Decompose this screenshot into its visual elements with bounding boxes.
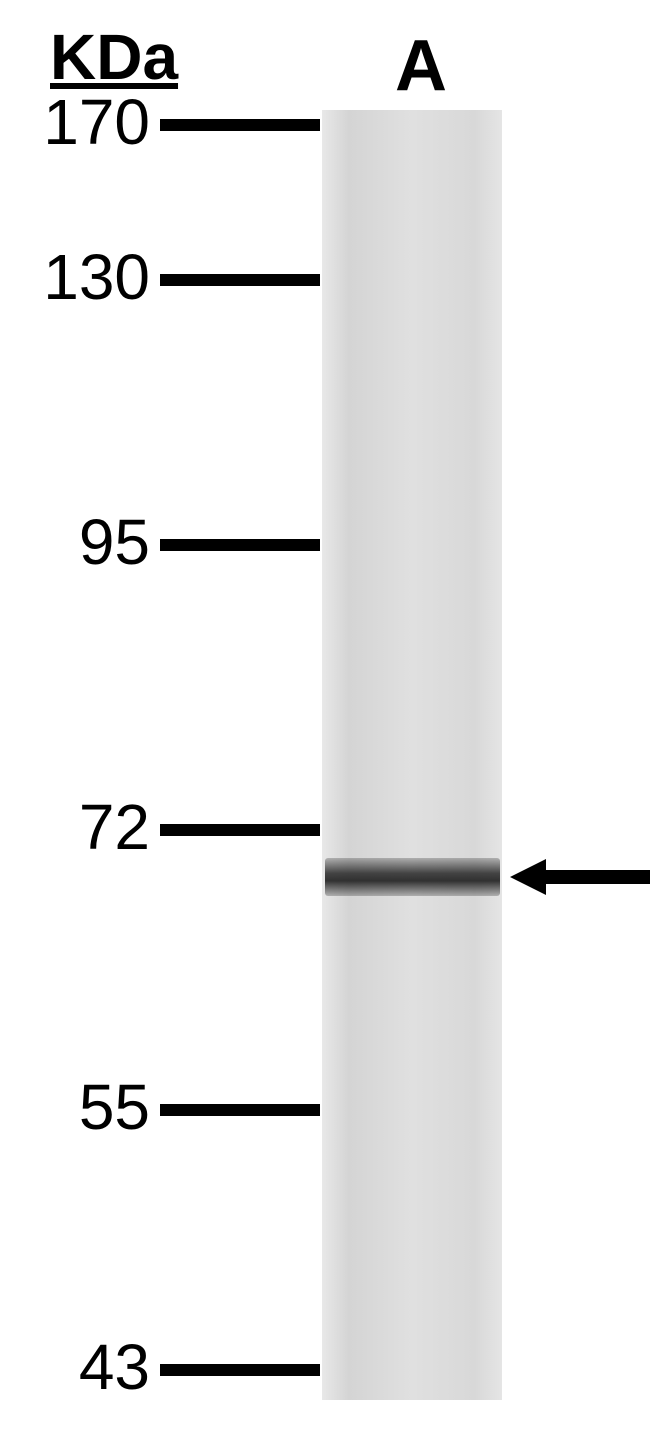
- marker-170-label: 170: [20, 85, 150, 159]
- arrow-head-icon: [510, 859, 546, 895]
- kda-unit-label: KDa: [50, 20, 178, 94]
- protein-band: [325, 858, 500, 896]
- lane-a-label: A: [395, 25, 447, 107]
- marker-130-label: 130: [20, 240, 150, 314]
- marker-72-tick: [160, 824, 320, 836]
- marker-43-label: 43: [20, 1330, 150, 1404]
- arrow-line: [544, 870, 650, 884]
- marker-55-label: 55: [20, 1070, 150, 1144]
- marker-72-label: 72: [20, 790, 150, 864]
- marker-55-tick: [160, 1104, 320, 1116]
- marker-95-tick: [160, 539, 320, 551]
- marker-170-tick: [160, 119, 320, 131]
- marker-130-tick: [160, 274, 320, 286]
- blot-lane-a: [322, 110, 502, 1400]
- marker-95-label: 95: [20, 505, 150, 579]
- western-blot-figure: KDa A 170 130 95 72 55 43: [0, 0, 650, 1445]
- marker-43-tick: [160, 1364, 320, 1376]
